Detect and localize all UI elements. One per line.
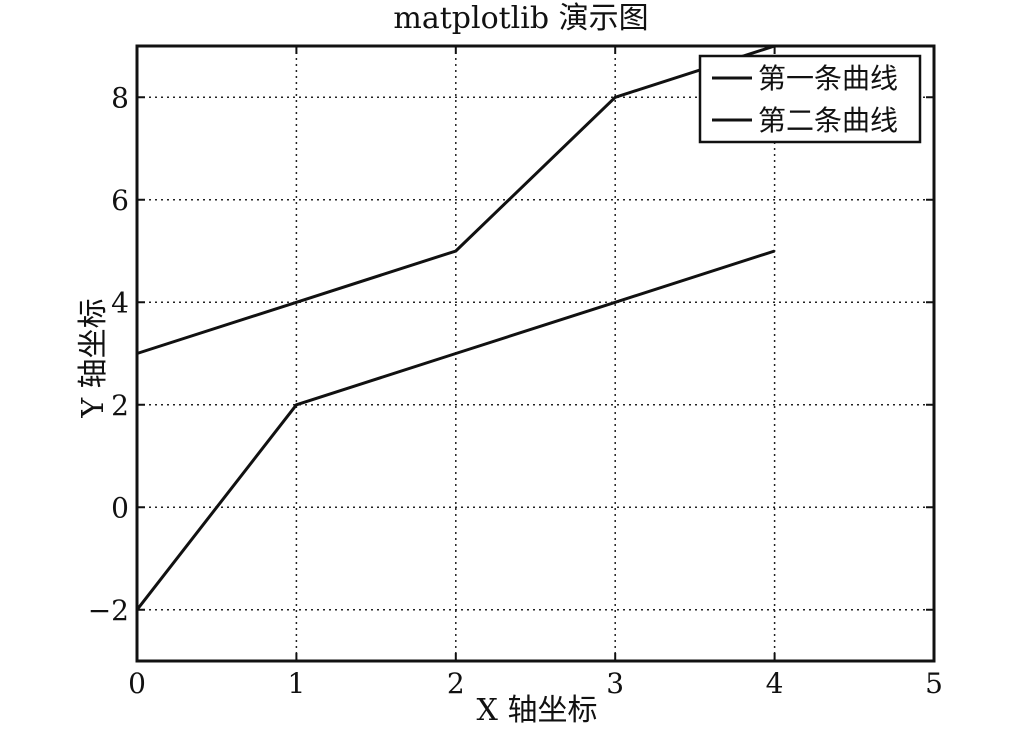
y-axis-title: Y 轴坐标 bbox=[76, 298, 111, 418]
axis-ticks bbox=[136, 46, 935, 661]
x-tick-label: 2 bbox=[447, 667, 465, 700]
x-tick-label: 0 bbox=[128, 667, 146, 700]
plot-area-frame bbox=[135, 44, 936, 663]
y-tick-label: 6 bbox=[111, 184, 129, 217]
series-line-1 bbox=[136, 44, 776, 355]
x-tick-label: 4 bbox=[766, 667, 784, 700]
x-axis-title: X 轴坐标 bbox=[477, 693, 598, 728]
legend-box bbox=[698, 54, 922, 144]
legend-label-1: 第一条曲线 bbox=[758, 62, 898, 95]
y-tick-label: −2 bbox=[88, 594, 129, 627]
x-tick-label: 3 bbox=[606, 667, 624, 700]
x-tick-label: 1 bbox=[287, 667, 305, 700]
y-tick-label: 0 bbox=[111, 491, 129, 524]
x-tick-label: 5 bbox=[925, 667, 943, 700]
y-tick-label: 4 bbox=[111, 286, 129, 319]
y-tick-label: 2 bbox=[111, 389, 129, 422]
series-line-2 bbox=[135, 249, 776, 611]
tick-labels: 0 1 2 3 4 5 −2 0 2 4 6 8 bbox=[88, 81, 943, 700]
series-lines bbox=[135, 44, 776, 611]
legend-label-2: 第二条曲线 bbox=[758, 104, 898, 137]
y-tick-label: 8 bbox=[111, 81, 129, 114]
chart-title: matplotlib 演示图 bbox=[393, 1, 648, 36]
